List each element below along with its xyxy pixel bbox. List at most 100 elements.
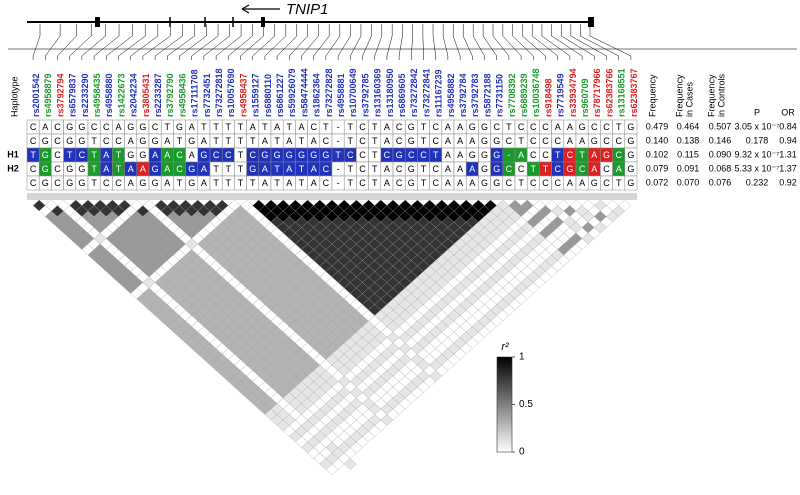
allele: C xyxy=(542,178,549,188)
allele: T xyxy=(238,164,244,174)
snp-connector xyxy=(215,24,242,60)
p-header: P xyxy=(754,107,760,117)
allele: T xyxy=(274,136,280,146)
snp-name: rs4958880 xyxy=(104,73,114,117)
allele: C xyxy=(323,178,330,188)
snp-connector xyxy=(45,24,61,60)
allele: C xyxy=(603,178,610,188)
allele: G xyxy=(188,178,195,188)
allele: - xyxy=(507,150,510,160)
cases-value: 0.115 xyxy=(677,149,699,159)
allele: C xyxy=(432,136,439,146)
allele: G xyxy=(493,150,500,160)
allele: A xyxy=(457,136,463,146)
snp-name: rs73272818 xyxy=(214,68,224,117)
allele: G xyxy=(603,150,610,160)
snp-connector xyxy=(167,24,195,60)
allele: T xyxy=(433,150,439,160)
snp-connector xyxy=(422,24,424,60)
controls-header: Frequency xyxy=(706,74,716,117)
allele: C xyxy=(542,136,549,146)
snp-connector xyxy=(32,24,41,60)
allele: T xyxy=(226,164,232,174)
allele: C xyxy=(554,178,561,188)
allele: C xyxy=(249,150,256,160)
allele: A xyxy=(286,164,292,174)
snp-name: rs918498 xyxy=(543,78,553,117)
haplotype-label: H2 xyxy=(7,163,19,173)
allele: C xyxy=(359,122,366,132)
allele: G xyxy=(139,150,146,160)
allele: T xyxy=(506,122,512,132)
allele: A xyxy=(140,164,146,174)
allele: T xyxy=(299,136,305,146)
cases-value: 0.091 xyxy=(677,163,700,173)
allele: G xyxy=(78,136,85,146)
allele: G xyxy=(66,122,73,132)
legend-title: r² xyxy=(501,341,509,353)
p-value: 9.32 x 10⁻⁷ xyxy=(734,149,779,159)
allele: T xyxy=(323,122,329,132)
ld-cell xyxy=(343,458,357,470)
allele: T xyxy=(421,178,427,188)
allele: A xyxy=(445,164,451,174)
snp-name: rs59926079 xyxy=(287,68,297,117)
allele: G xyxy=(322,150,329,160)
allele: G xyxy=(176,122,183,132)
allele: C xyxy=(396,136,403,146)
allele: A xyxy=(555,122,561,132)
allele: C xyxy=(603,164,610,174)
snp-name: rs73272842 xyxy=(409,68,419,117)
allele: T xyxy=(226,178,232,188)
allele: G xyxy=(188,164,195,174)
allele: C xyxy=(432,164,439,174)
allele: C xyxy=(103,136,110,146)
allele: T xyxy=(213,178,219,188)
allele: A xyxy=(469,178,475,188)
allele: C xyxy=(384,150,391,160)
allele: C xyxy=(359,178,366,188)
allele: C xyxy=(310,122,317,132)
allele: A xyxy=(42,122,48,132)
allele: T xyxy=(543,164,549,174)
frequency-value: 0.479 xyxy=(646,121,669,131)
allele: A xyxy=(201,136,207,146)
controls-value: 0.507 xyxy=(709,121,732,131)
allele: C xyxy=(347,150,354,160)
allele: A xyxy=(164,178,170,188)
snp-connector xyxy=(191,24,219,60)
snp-connector xyxy=(482,24,497,60)
allele: A xyxy=(579,178,585,188)
allele: G xyxy=(78,178,85,188)
snp-connector xyxy=(252,24,276,60)
allele: A xyxy=(103,164,109,174)
allele: C xyxy=(579,164,586,174)
allele: C xyxy=(542,122,549,132)
snp-connector xyxy=(570,24,607,60)
snp-connector xyxy=(492,24,510,60)
allele: T xyxy=(67,150,73,160)
allele: T xyxy=(250,178,256,188)
allele: A xyxy=(567,178,573,188)
snp-name: rs6869605 xyxy=(397,73,407,117)
allele: C xyxy=(54,136,61,146)
allele: - xyxy=(337,136,340,146)
snp-name: rs1422673 xyxy=(116,73,126,117)
allele: T xyxy=(335,150,341,160)
allele: C xyxy=(542,150,549,160)
allele: C xyxy=(420,150,427,160)
allele: A xyxy=(567,122,573,132)
allele: C xyxy=(54,150,61,160)
allele: A xyxy=(298,122,304,132)
allele: T xyxy=(287,122,293,132)
allele: G xyxy=(481,122,488,132)
allele: A xyxy=(164,164,170,174)
allele: C xyxy=(176,164,183,174)
snp-name: rs2233290 xyxy=(80,73,90,117)
allele: T xyxy=(348,122,354,132)
ld-band xyxy=(27,193,637,200)
snp-name: rs62383766 xyxy=(604,68,614,117)
snp-name: rs3792790 xyxy=(165,73,175,117)
allele: A xyxy=(469,164,475,174)
